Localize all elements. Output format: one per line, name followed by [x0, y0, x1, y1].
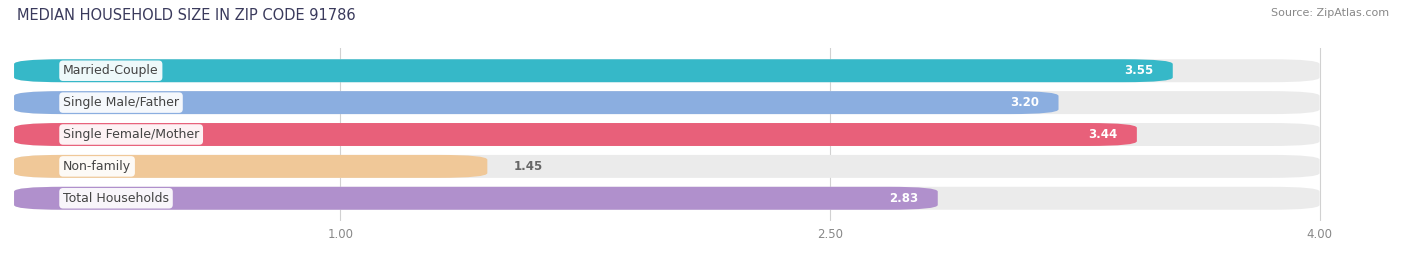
- FancyBboxPatch shape: [14, 123, 1137, 146]
- Text: 3.20: 3.20: [1010, 96, 1039, 109]
- FancyBboxPatch shape: [14, 91, 1059, 114]
- Text: 1.45: 1.45: [513, 160, 543, 173]
- FancyBboxPatch shape: [14, 91, 1320, 114]
- FancyBboxPatch shape: [14, 123, 1320, 146]
- FancyBboxPatch shape: [14, 59, 1320, 82]
- Text: Non-family: Non-family: [63, 160, 131, 173]
- Text: Source: ZipAtlas.com: Source: ZipAtlas.com: [1271, 8, 1389, 18]
- Text: Single Female/Mother: Single Female/Mother: [63, 128, 200, 141]
- FancyBboxPatch shape: [14, 187, 1320, 210]
- Text: Total Households: Total Households: [63, 192, 169, 205]
- Text: Single Male/Father: Single Male/Father: [63, 96, 179, 109]
- Text: 3.55: 3.55: [1123, 64, 1153, 77]
- Text: 2.83: 2.83: [889, 192, 918, 205]
- Text: 3.44: 3.44: [1088, 128, 1118, 141]
- FancyBboxPatch shape: [14, 155, 1320, 178]
- FancyBboxPatch shape: [14, 59, 1173, 82]
- FancyBboxPatch shape: [14, 187, 938, 210]
- Text: MEDIAN HOUSEHOLD SIZE IN ZIP CODE 91786: MEDIAN HOUSEHOLD SIZE IN ZIP CODE 91786: [17, 8, 356, 23]
- FancyBboxPatch shape: [14, 155, 488, 178]
- Text: Married-Couple: Married-Couple: [63, 64, 159, 77]
